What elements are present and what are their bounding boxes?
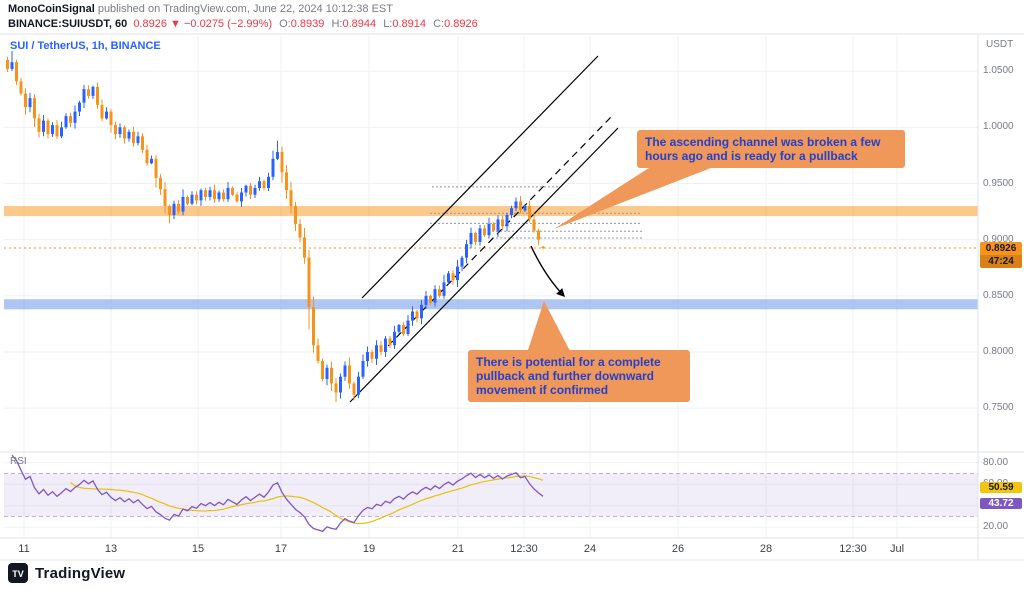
symbol-line: BINANCE:SUIUSDT, 60 0.8926 ▼ −0.0275 (−2… — [8, 18, 478, 30]
time-tick-label: 26 — [671, 543, 685, 555]
high-label: H: — [331, 18, 343, 30]
dotted-levels-layer — [430, 186, 642, 239]
time-tick-label: 15 — [191, 543, 205, 555]
open-value: 0.8939 — [290, 18, 325, 30]
high-value: 0.8944 — [342, 18, 377, 30]
channel-middle-line — [387, 115, 613, 347]
current-price-value: 0.8926 — [985, 242, 1017, 254]
price-tick-label: 0.9000 — [983, 233, 1014, 245]
annotation-callout-channel-break: The ascending channel was broken a few h… — [637, 130, 905, 168]
down-arrow-drawing — [530, 245, 565, 298]
rsi-value-badge: 43.72 — [980, 497, 1022, 509]
price-change: −0.0275 (−2.99%) — [183, 18, 273, 30]
price-tick-label: 0.8000 — [983, 346, 1014, 358]
tradingview-branding[interactable]: TV TradingView — [8, 563, 125, 583]
low-value: 0.8914 — [392, 18, 427, 30]
time-tick-label: Jul — [889, 543, 905, 555]
annotation-callout-pullback: There is potential for a complete pullba… — [468, 350, 690, 402]
price-scale-currency-label: USDT — [986, 39, 1014, 50]
rsi-line — [11, 454, 544, 533]
channel-lower-line — [349, 127, 619, 403]
price-tick-label: 1.0500 — [983, 65, 1014, 77]
support-zone — [4, 299, 978, 310]
candles-layer — [6, 50, 545, 403]
rsi-indicator-label: RSI — [10, 456, 27, 467]
time-tick-label: 13 — [104, 543, 118, 555]
time-tick-label: 17 — [274, 543, 288, 555]
rsi-tick-label: 20.00 — [983, 521, 1009, 533]
time-tick-label: 24 — [583, 543, 597, 555]
chart-legend: SUI / TetherUS, 1h, BINANCE — [10, 40, 161, 52]
price-tick-label: 0.7500 — [983, 402, 1014, 414]
close-label: C: — [433, 18, 445, 30]
rsi-lines-layer — [11, 454, 544, 533]
price-zones-layer — [4, 205, 978, 310]
callout-tails-layer — [527, 166, 716, 353]
current-price-badge: 0.8926 47:24 — [980, 241, 1022, 268]
rsi-ma-line — [70, 475, 544, 525]
borders-layer — [0, 33, 1024, 561]
time-tick-label: 28 — [759, 543, 773, 555]
rsi-ma-value-badge: 50.59 — [980, 482, 1022, 494]
last-price: 0.8926 — [133, 18, 167, 30]
time-tick-label: 11 — [18, 543, 30, 555]
author-name: MonoCoinSignal — [8, 3, 95, 15]
price-tick-label: 1.0000 — [983, 121, 1014, 133]
time-tick-label: 12:30 — [510, 543, 538, 555]
close-value: 0.8926 — [444, 18, 478, 30]
svg-text:TV: TV — [12, 569, 24, 579]
tradingview-logo-icon: TV — [8, 563, 28, 583]
bar-countdown: 47:24 — [980, 254, 1022, 268]
price-tick-label: 0.8500 — [983, 289, 1014, 301]
resistance-zone — [4, 205, 978, 217]
rsi-tick-label: 80.00 — [983, 456, 1009, 468]
down-arrow-icon: ▼ — [170, 18, 181, 30]
price-tick-label: 0.9500 — [983, 177, 1014, 189]
publish-line: MonoCoinSignal published on TradingView.… — [8, 3, 478, 15]
low-label: L: — [383, 18, 393, 30]
time-tick-label: 21 — [451, 543, 465, 555]
open-label: O: — [279, 18, 291, 30]
channel-upper-line — [361, 55, 599, 299]
time-tick-label: 19 — [362, 543, 376, 555]
publish-info: published on TradingView.com, June 22, 2… — [94, 3, 393, 15]
tradingview-wordmark: TradingView — [35, 564, 126, 582]
symbol-name: BINANCE:SUIUSDT, 60 — [8, 18, 128, 30]
time-tick-label: 12:30 — [839, 543, 867, 555]
arrow-layer — [530, 245, 565, 298]
channel-layer — [349, 55, 619, 403]
snapshot-header: MonoCoinSignal published on TradingView.… — [8, 3, 478, 30]
